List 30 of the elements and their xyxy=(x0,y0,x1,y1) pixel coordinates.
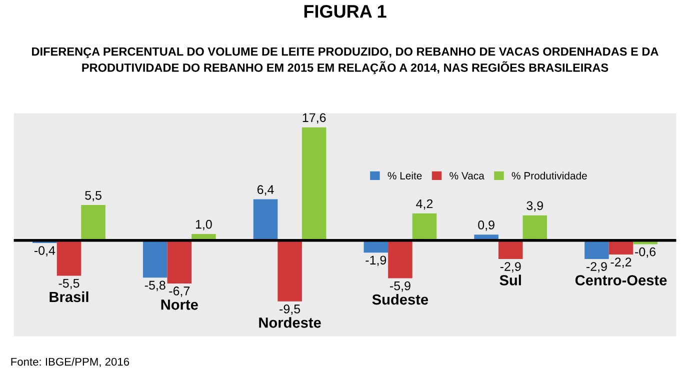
legend-label: % Produtividade xyxy=(512,172,587,180)
data-label: 3,9 xyxy=(526,201,543,212)
x-tick-label: Nordeste xyxy=(259,317,321,328)
x-tick-label: Centro-Oeste xyxy=(575,275,667,286)
x-tick-label: Sudeste xyxy=(372,294,428,305)
data-label: -0,4 xyxy=(34,246,56,256)
data-label: -5,9 xyxy=(390,281,410,292)
data-label: -2,9 xyxy=(500,262,521,272)
data-label: 0,9 xyxy=(478,220,494,231)
data-label: 1,0 xyxy=(196,220,212,230)
data-label: -9,5 xyxy=(280,304,300,315)
data-label: 17,6 xyxy=(302,113,326,124)
legend-label: % Vaca xyxy=(450,172,484,180)
x-tick-label: Sul xyxy=(500,274,521,286)
data-label: -5,5 xyxy=(58,278,80,290)
legend-label: % Leite xyxy=(388,172,422,180)
data-label: -1,9 xyxy=(366,256,386,266)
data-label: -5,8 xyxy=(144,280,166,292)
data-label: 6,4 xyxy=(257,185,274,196)
data-label: 4,2 xyxy=(416,199,433,210)
source-note: Fonte: IBGE/PPM, 2016 xyxy=(11,358,130,368)
data-label: -2,2 xyxy=(610,258,632,268)
chart-subtitle: DIFERENÇA PERCENTUAL DO VOLUME DE LEITE PRODUZIDO, DO REBANHO DE VACAS ORDENHADAS E DA PRODUTIVIDADE DO REBANHO EM 2015 EM RELAÇÃO A 2014, NAS REGIÕES BRASILEIRAS xyxy=(32,47,658,74)
x-tick-label: Norte xyxy=(161,300,198,310)
x-tick-label: Brasil xyxy=(50,291,88,302)
data-label: -2,9 xyxy=(586,262,607,272)
data-label: -0,6 xyxy=(635,247,656,258)
data-label: 5,5 xyxy=(85,191,102,202)
data-label: -6,7 xyxy=(169,286,190,297)
chart-title: FIGURA 1 xyxy=(304,4,386,18)
